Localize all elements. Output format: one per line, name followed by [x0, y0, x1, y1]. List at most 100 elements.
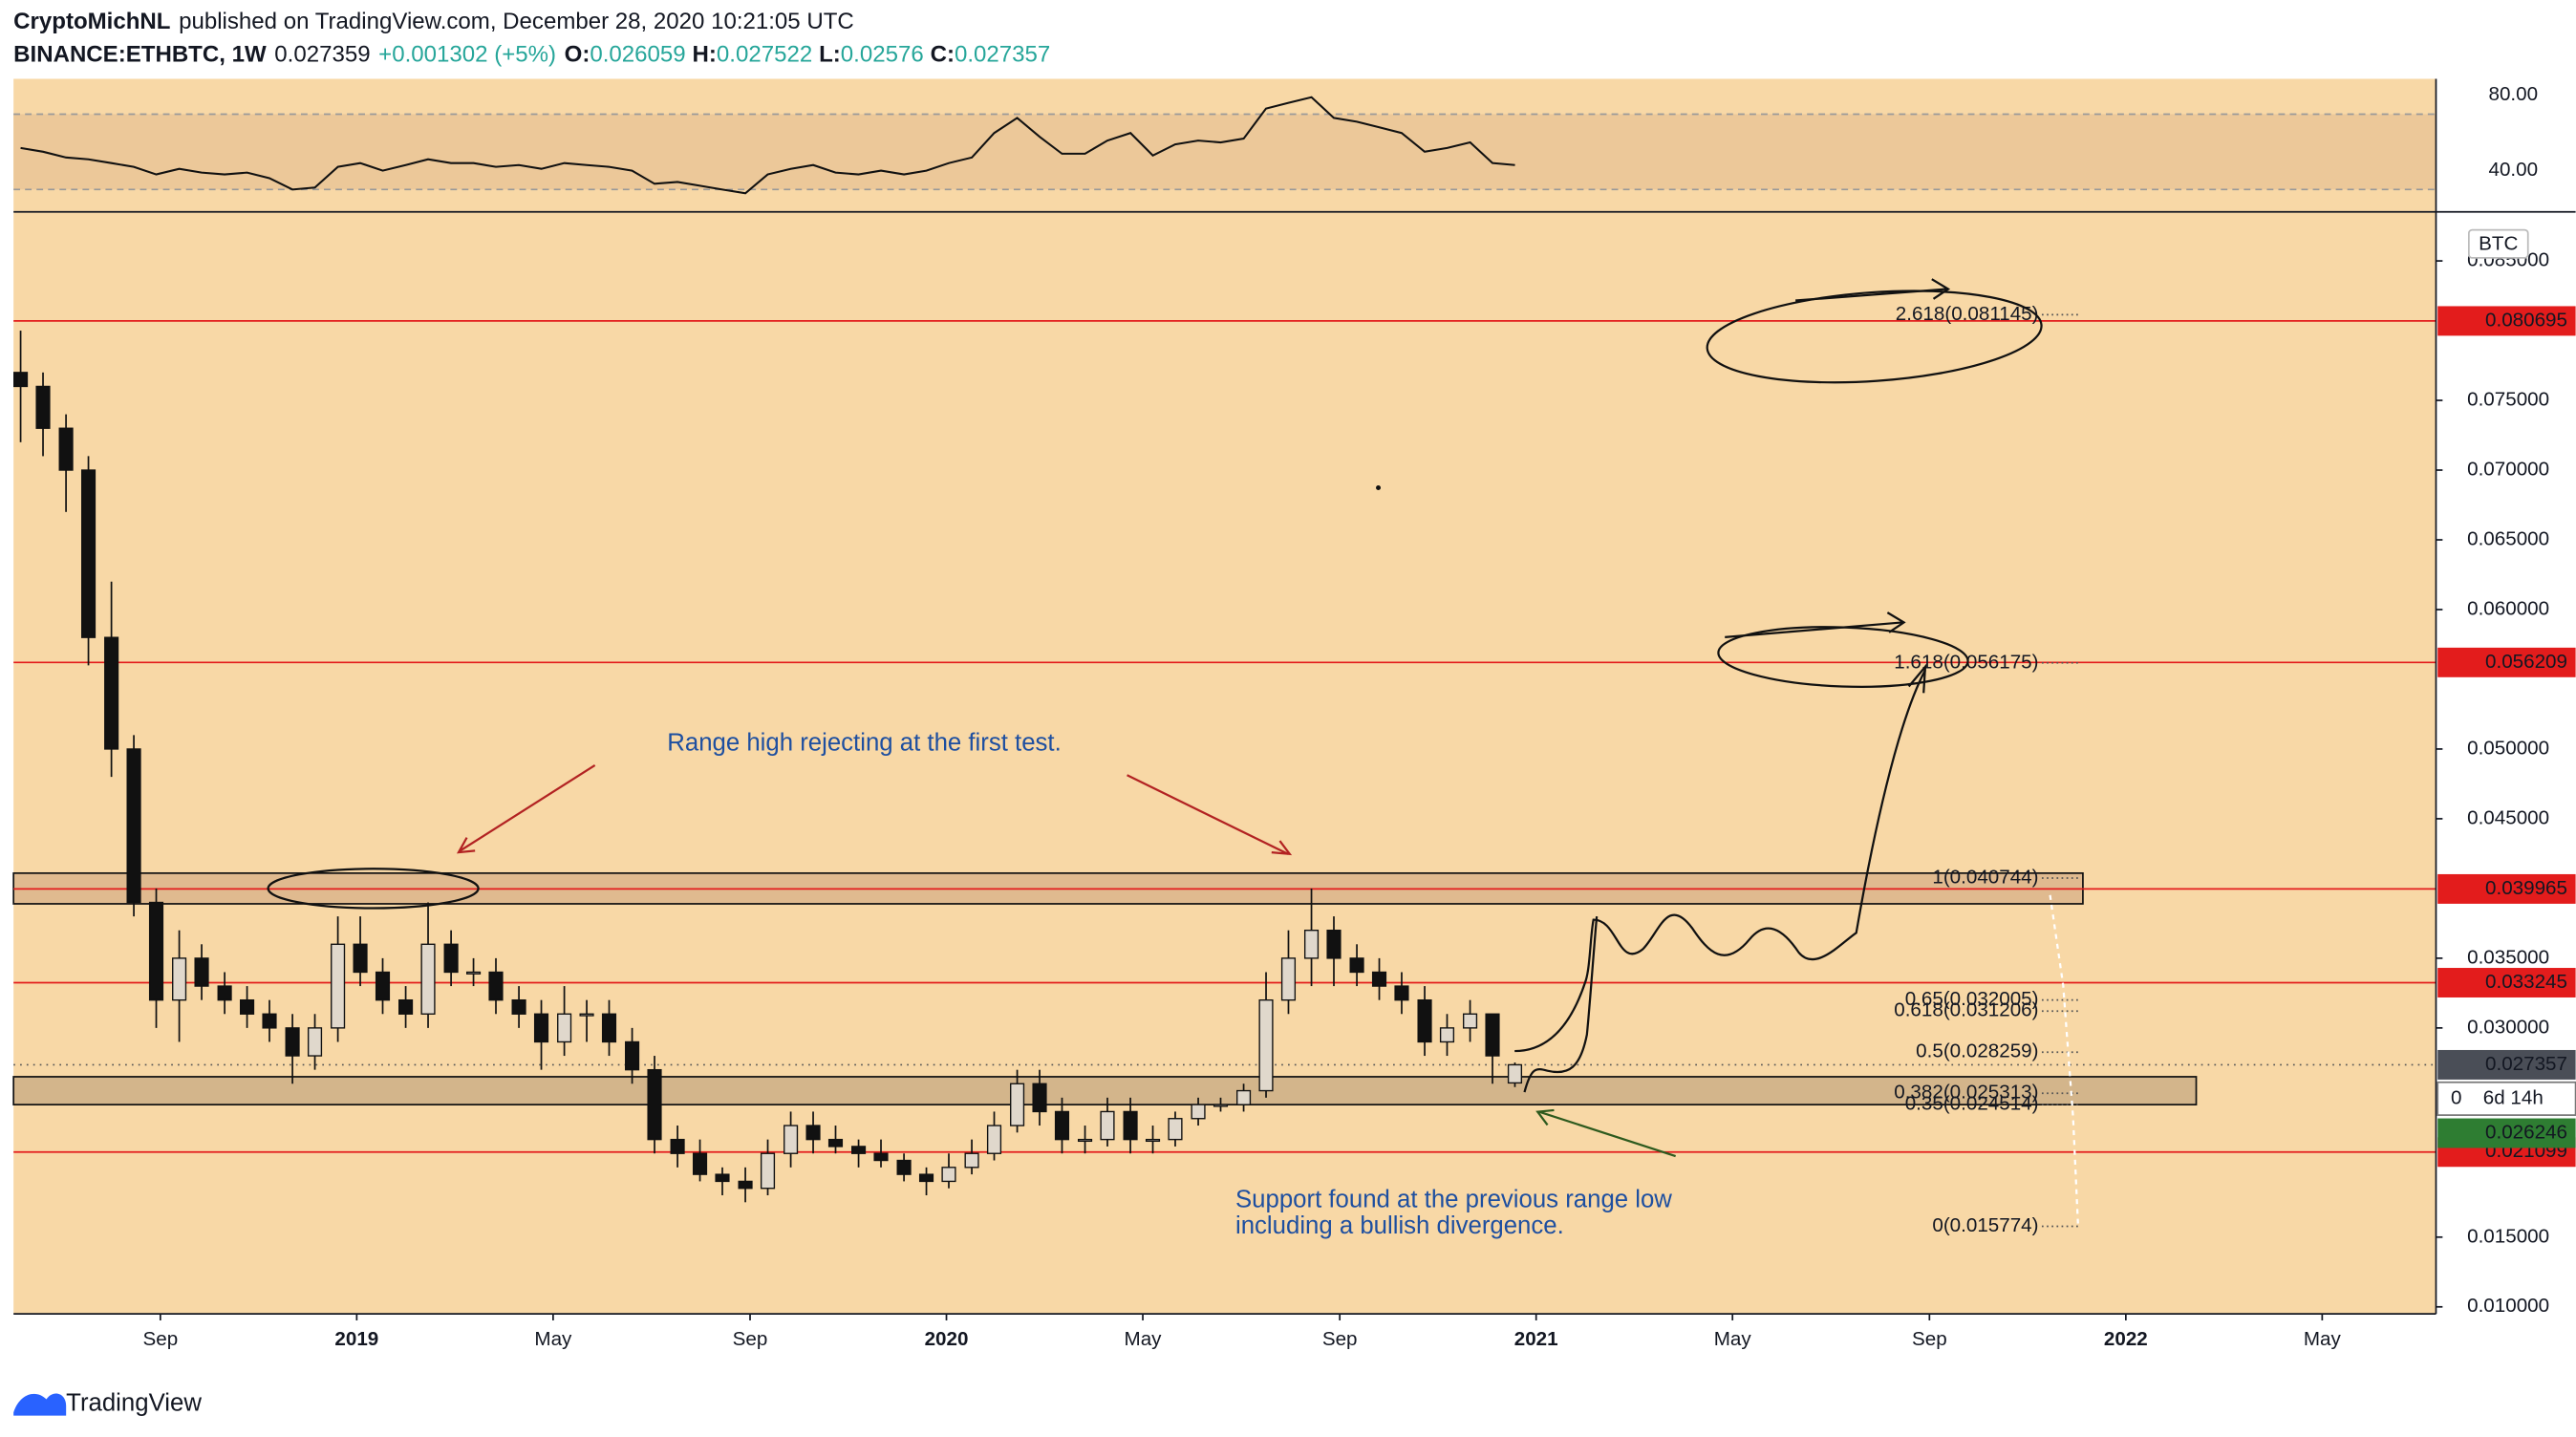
candle-body	[1236, 1089, 1252, 1105]
candle-body	[964, 1152, 979, 1169]
range-zone	[12, 1076, 2198, 1106]
candle-body	[760, 1152, 776, 1190]
arrow-head	[1271, 840, 1293, 856]
candle-body	[488, 971, 504, 1001]
level-label-bg	[2437, 306, 2576, 336]
x-tick-label: 2020	[925, 1328, 969, 1350]
y-tick-label: 0.015000	[2467, 1225, 2549, 1247]
arrow-head	[1886, 611, 1906, 633]
author: CryptoMichNL	[13, 9, 170, 34]
currency-tag-bg	[2467, 228, 2529, 259]
rsi-tick-label: 40.00	[2488, 159, 2538, 181]
candle-body	[805, 1125, 821, 1141]
candle-body	[240, 998, 255, 1015]
low-label: L:	[819, 42, 841, 68]
open-label: O:	[565, 42, 590, 68]
candle-body	[1258, 998, 1274, 1092]
candle-body	[172, 957, 187, 1001]
candle-body	[738, 1180, 753, 1190]
candle-body	[1417, 998, 1432, 1043]
candle-body	[398, 998, 414, 1015]
countdown: 6d 14h	[2483, 1086, 2544, 1108]
candle-body	[1145, 1138, 1161, 1143]
candle-body	[35, 385, 51, 429]
candle-body	[1280, 957, 1297, 1001]
x-tick-label: 2021	[1514, 1328, 1558, 1350]
rsi-tick-label: 80.00	[2488, 83, 2538, 105]
level-label: 0.039965	[2485, 877, 2567, 899]
labels-layer: 80.00 40.00 0.080695 0.056209 0.039965 0.0332…	[143, 83, 2576, 1350]
candle-body	[104, 636, 119, 750]
range-high-ellipse	[267, 868, 480, 910]
low: 0.02576	[841, 42, 924, 68]
level-label: 0.056209	[2485, 651, 2567, 673]
symbol: BINANCE:ETHBTC, 1W	[13, 42, 267, 68]
footer[interactable]: TradingView	[13, 1389, 202, 1416]
candle-body	[285, 1027, 300, 1057]
candle-body	[148, 901, 164, 1001]
candle-body	[1326, 930, 1342, 959]
countdown-bg	[2436, 1081, 2576, 1116]
published: published on TradingView.com, December 2…	[179, 9, 854, 34]
candle-body	[217, 985, 232, 1001]
countdown-price: 0	[2451, 1086, 2461, 1108]
prev-price-bg	[2437, 1118, 2576, 1148]
high: 0.027522	[717, 42, 812, 68]
level-label-bg	[2437, 873, 2576, 904]
target-ellipse	[1706, 290, 2043, 384]
arrow-line	[1725, 621, 1902, 639]
prev-price-label: 0.026246	[2485, 1121, 2567, 1143]
high-label: H:	[693, 42, 717, 68]
candle-body	[1507, 1063, 1523, 1084]
candle-body	[1485, 1013, 1500, 1057]
y-tick-label: 0.010000	[2467, 1295, 2549, 1317]
candle-body	[80, 469, 97, 638]
y-tick-label: 0.050000	[2467, 737, 2549, 759]
level-label: 0.033245	[2485, 971, 2567, 993]
annotation: Support found at the previous range low	[1235, 1186, 1672, 1212]
candle-body	[579, 1013, 594, 1017]
open: 0.026059	[590, 42, 685, 68]
projection-path	[1523, 916, 1599, 1093]
y-tick-label: 0.070000	[2467, 458, 2549, 480]
candle-body	[353, 943, 368, 974]
currency-tag: BTC	[2479, 233, 2518, 255]
background-layer	[12, 113, 2436, 1106]
change: +0.001302 (+5%)	[378, 42, 556, 68]
candle-body	[307, 1027, 323, 1057]
projection-dots	[2049, 894, 2079, 1224]
rsi-line	[20, 96, 1515, 195]
close-label: C:	[931, 42, 955, 68]
arrow-head	[1535, 1108, 1555, 1126]
level-label: 0.080695	[2485, 309, 2567, 331]
candle-body	[1100, 1110, 1115, 1141]
logo	[13, 1393, 67, 1416]
hand-drawings	[267, 278, 2079, 1224]
candle-body	[331, 943, 346, 1029]
dot	[1376, 485, 1382, 490]
y-tick-label: 0.060000	[2467, 597, 2549, 619]
candle-body	[557, 1013, 572, 1043]
fib-label: 0.5(0.028259)	[1916, 1040, 2038, 1062]
candle-body	[1349, 957, 1364, 974]
y-tick-label: 0.035000	[2467, 946, 2549, 968]
arrow-head	[456, 837, 476, 854]
header-line-1: CryptoMichNL published on TradingView.com…	[13, 9, 854, 34]
last-price-label: 0.027357	[2485, 1053, 2567, 1075]
fib-label: 2.618(0.081145)	[1896, 303, 2039, 325]
x-tick-label: May	[1125, 1328, 1163, 1350]
x-tick-label: Sep	[143, 1328, 179, 1350]
x-tick-label: May	[2304, 1328, 2342, 1350]
x-tick-label: Sep	[1912, 1328, 1947, 1350]
candle-body	[420, 943, 436, 1015]
last-price-bg	[2437, 1049, 2576, 1080]
y-tick-label: 0.065000	[2467, 527, 2549, 549]
pointer-arrow	[460, 764, 596, 852]
level-label-bg	[2437, 968, 2576, 997]
candle-body	[1463, 1013, 1478, 1029]
candle-body	[896, 1159, 912, 1175]
candle-body	[692, 1152, 708, 1175]
footer-brand[interactable]: TradingView	[66, 1389, 202, 1416]
